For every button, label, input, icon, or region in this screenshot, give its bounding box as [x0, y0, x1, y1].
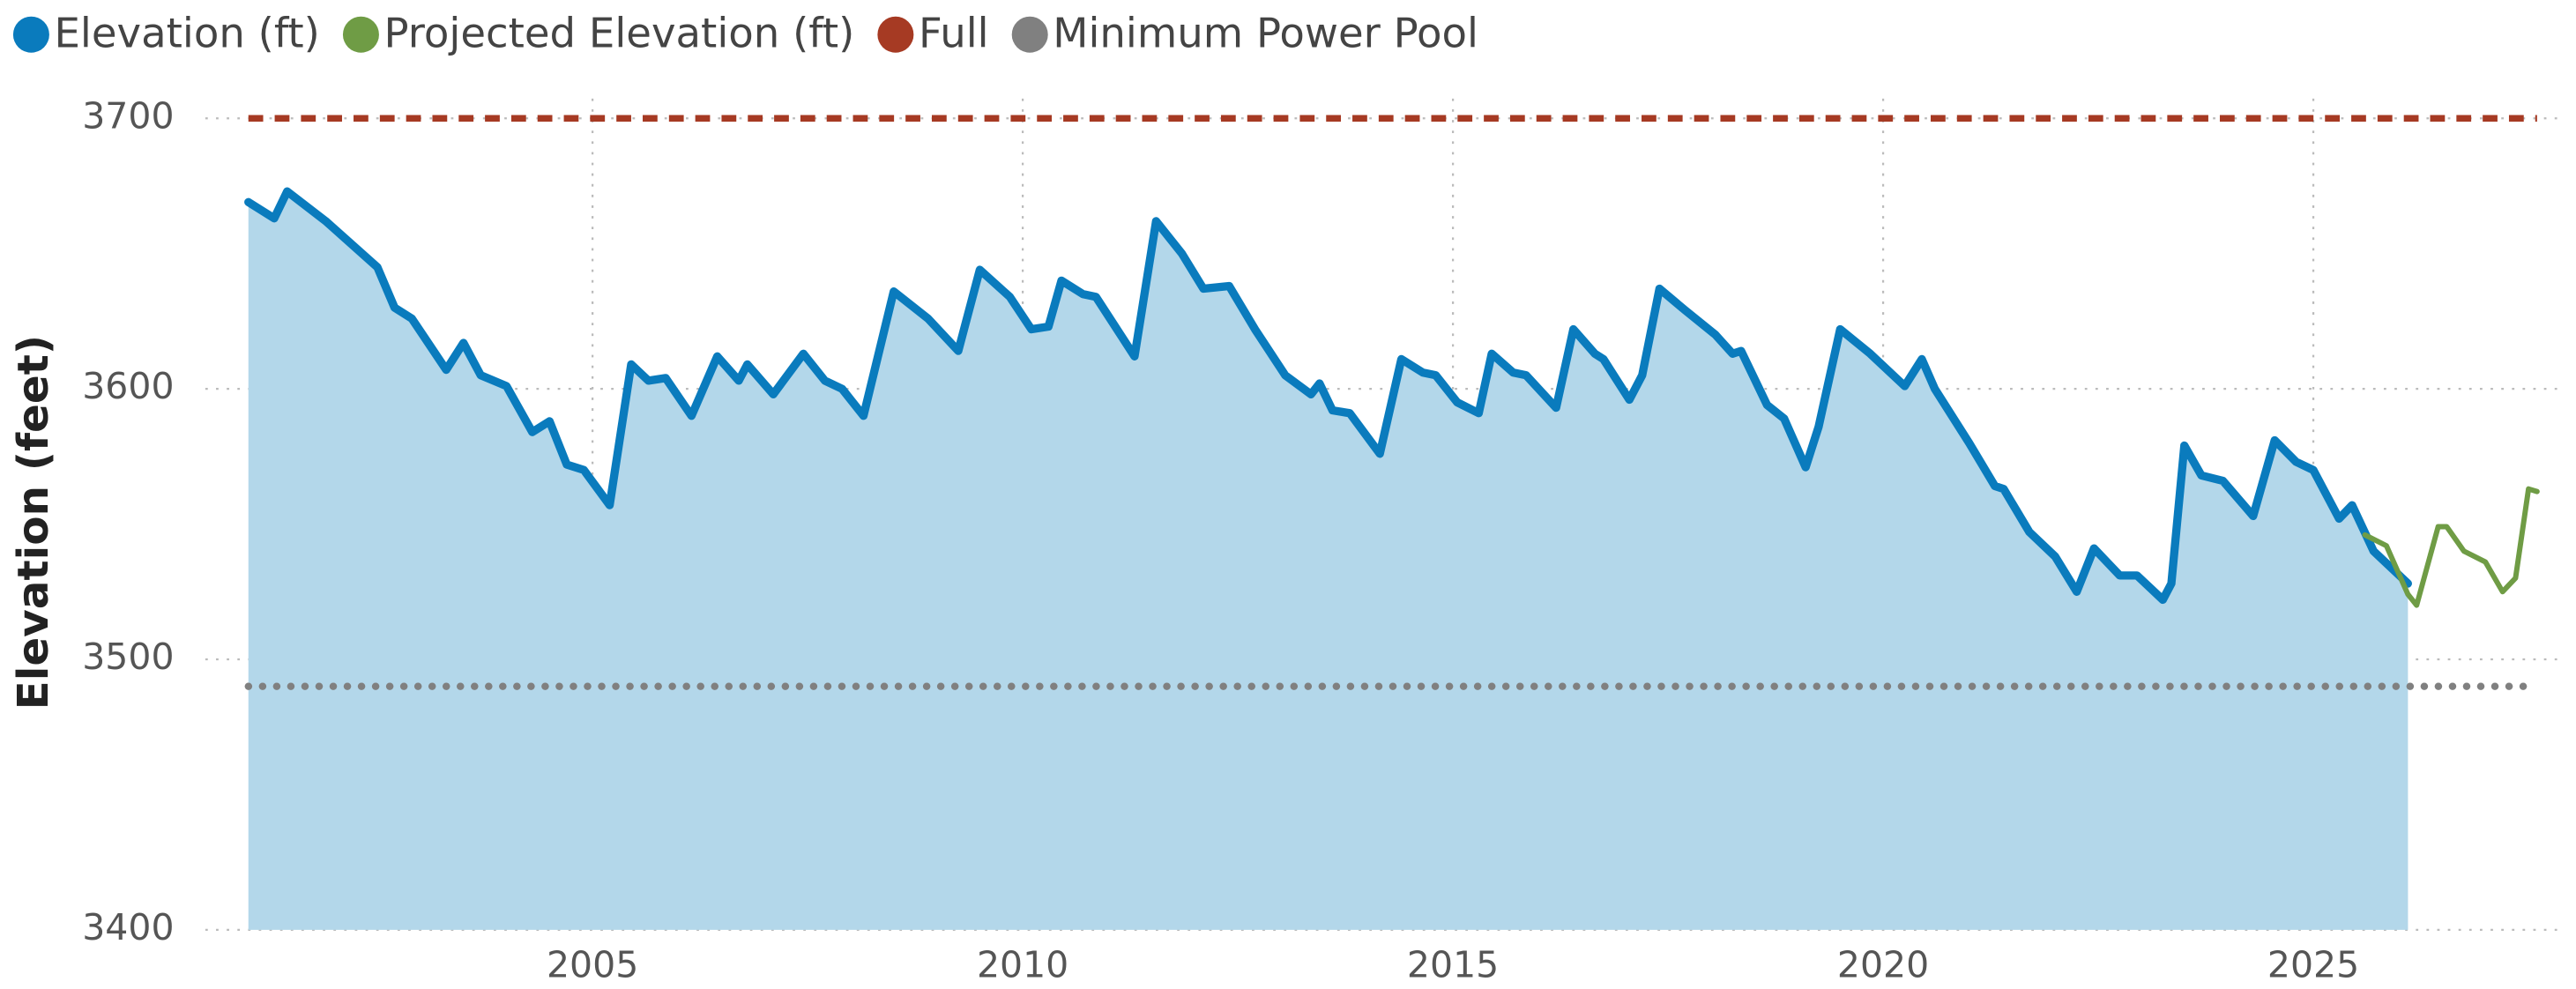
y-tick-label: 3500 [82, 636, 174, 678]
x-tick-label: 2010 [977, 944, 1068, 986]
legend-label: Projected Elevation (ft) [384, 10, 855, 57]
legend-label: Full [919, 10, 989, 57]
legend-marker [342, 16, 379, 53]
legend-label: Minimum Power Pool [1053, 10, 1478, 57]
x-tick-label: 2020 [1837, 944, 1929, 986]
y-axis-title: Elevation (feet) [9, 335, 58, 710]
y-tick-label: 3700 [82, 94, 174, 137]
area [248, 191, 2408, 930]
x-tick-label: 2015 [1407, 944, 1499, 986]
y-tick-label: 3400 [82, 906, 174, 948]
series-line [244, 187, 2413, 605]
legend-label: Elevation (ft) [54, 10, 319, 57]
series-line [2362, 486, 2540, 608]
x-tick-label: 2005 [547, 944, 638, 986]
x-tick-label: 2025 [2267, 944, 2359, 986]
legend-marker [877, 16, 914, 53]
y-tick-label: 3600 [82, 365, 174, 407]
legend-marker [1011, 16, 1048, 53]
legend-marker [12, 16, 49, 53]
